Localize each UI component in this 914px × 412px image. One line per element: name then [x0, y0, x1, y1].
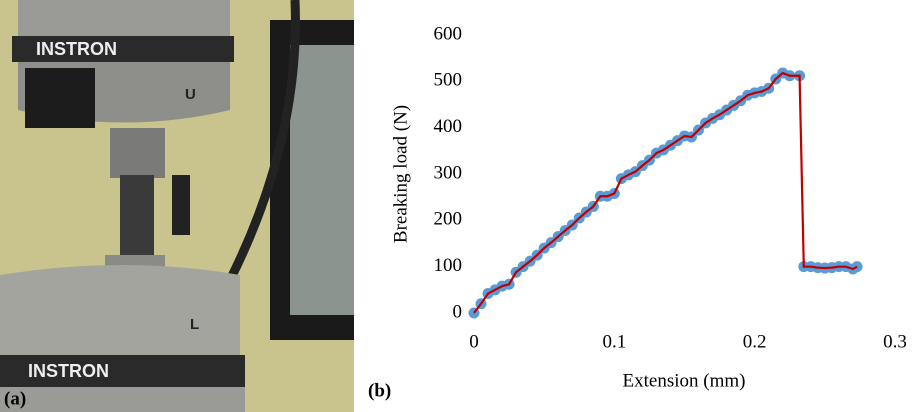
y-tick-label: 400	[434, 116, 463, 137]
upper-band	[12, 36, 234, 62]
x-tick-label: 0.3	[883, 331, 907, 352]
y-tick-label: 200	[434, 209, 463, 230]
y-tick-label: 0	[453, 301, 463, 322]
mark: U	[185, 86, 196, 103]
clip	[172, 175, 190, 235]
opening	[25, 68, 95, 128]
panel-label: (b)	[368, 380, 391, 401]
y-tick-label: 600	[434, 23, 463, 44]
mark: L	[190, 316, 199, 333]
y-tick-label: 500	[434, 70, 463, 91]
upper-body	[18, 0, 230, 40]
photo: INSTRON U L INSTRON (a)	[0, 0, 354, 412]
panel-label: (a)	[4, 388, 26, 409]
lower-body	[0, 387, 245, 412]
x-tick-label: 0.2	[743, 331, 767, 352]
y-tick-label: 100	[434, 255, 463, 276]
lower-head	[0, 265, 240, 360]
y-tick-label: 300	[434, 162, 463, 183]
brand: INSTRON	[36, 39, 117, 59]
line	[473, 71, 858, 314]
y-axis-label: Breaking load (N)	[390, 105, 411, 243]
specimen	[120, 175, 154, 265]
cable	[225, 0, 300, 283]
x-tick-label: 0.1	[602, 331, 626, 352]
lower-band	[0, 355, 245, 387]
upper-grip	[110, 128, 165, 178]
x-tick-label: 0	[469, 331, 479, 352]
brand: INSTRON	[28, 361, 109, 381]
window	[290, 45, 354, 315]
x-axis-label: Extension (mm)	[623, 370, 746, 391]
